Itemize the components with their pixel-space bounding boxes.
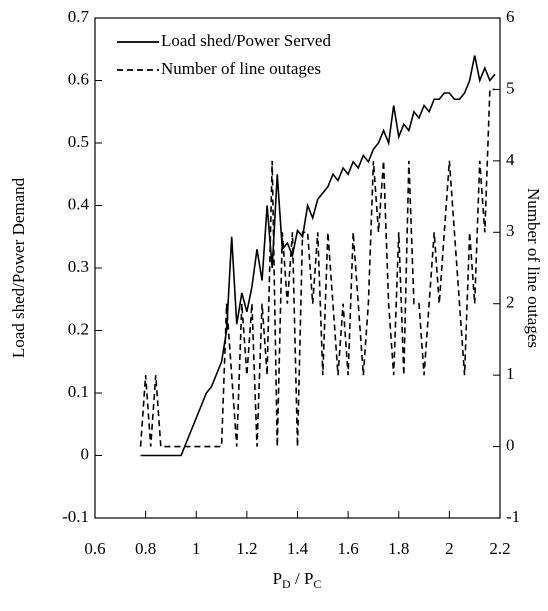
y2-tick-label: 5 <box>506 78 515 97</box>
legend-label: Number of line outages <box>161 59 321 78</box>
x-tick-label: 0.6 <box>84 539 105 558</box>
x-axis-label: PD / PC <box>273 569 322 591</box>
y2-tick-label: -1 <box>506 507 520 526</box>
x-tick-label: 0.8 <box>135 539 156 558</box>
y2-tick-label: 3 <box>506 221 515 240</box>
y-tick-label: 0.5 <box>68 132 89 151</box>
x-tick-label: 2 <box>445 539 454 558</box>
series-line <box>139 88 495 448</box>
y-tick-label: 0.4 <box>68 194 90 213</box>
x-tick-label: 1 <box>192 539 201 558</box>
x-tick-label: 2.2 <box>489 539 510 558</box>
x-tick-label: 1.4 <box>287 539 309 558</box>
y2-tick-label: 0 <box>506 435 515 454</box>
x-label-part: P <box>273 569 282 588</box>
y-tick-label: 0.6 <box>68 69 89 88</box>
y-tick-label: 0 <box>81 444 90 463</box>
y2-tick-label: 2 <box>506 293 515 312</box>
y2-axis-label: Number of line outages <box>524 188 543 348</box>
legend-label: Load shed/Power Served <box>161 31 331 50</box>
y-tick-label: -0.1 <box>62 507 89 526</box>
y2-tick-label: 1 <box>506 364 515 383</box>
x-tick-label: 1.2 <box>236 539 257 558</box>
x-tick-label: 1.8 <box>388 539 409 558</box>
y-axis-label: Load shed/Power Demand <box>9 177 28 358</box>
x-label-part: C <box>313 577 321 591</box>
y-tick-label: 0.3 <box>68 257 89 276</box>
y-tick-label: 0.7 <box>68 7 90 26</box>
y2-tick-label: 4 <box>506 150 515 169</box>
y-tick-label: 0.2 <box>68 319 89 338</box>
x-label-part: D <box>282 577 291 591</box>
series-line <box>140 55 496 457</box>
y-tick-label: 0.1 <box>68 382 89 401</box>
y2-tick-label: 6 <box>506 7 515 26</box>
x-label-part: / P <box>291 569 314 588</box>
x-tick-label: 1.6 <box>338 539 359 558</box>
